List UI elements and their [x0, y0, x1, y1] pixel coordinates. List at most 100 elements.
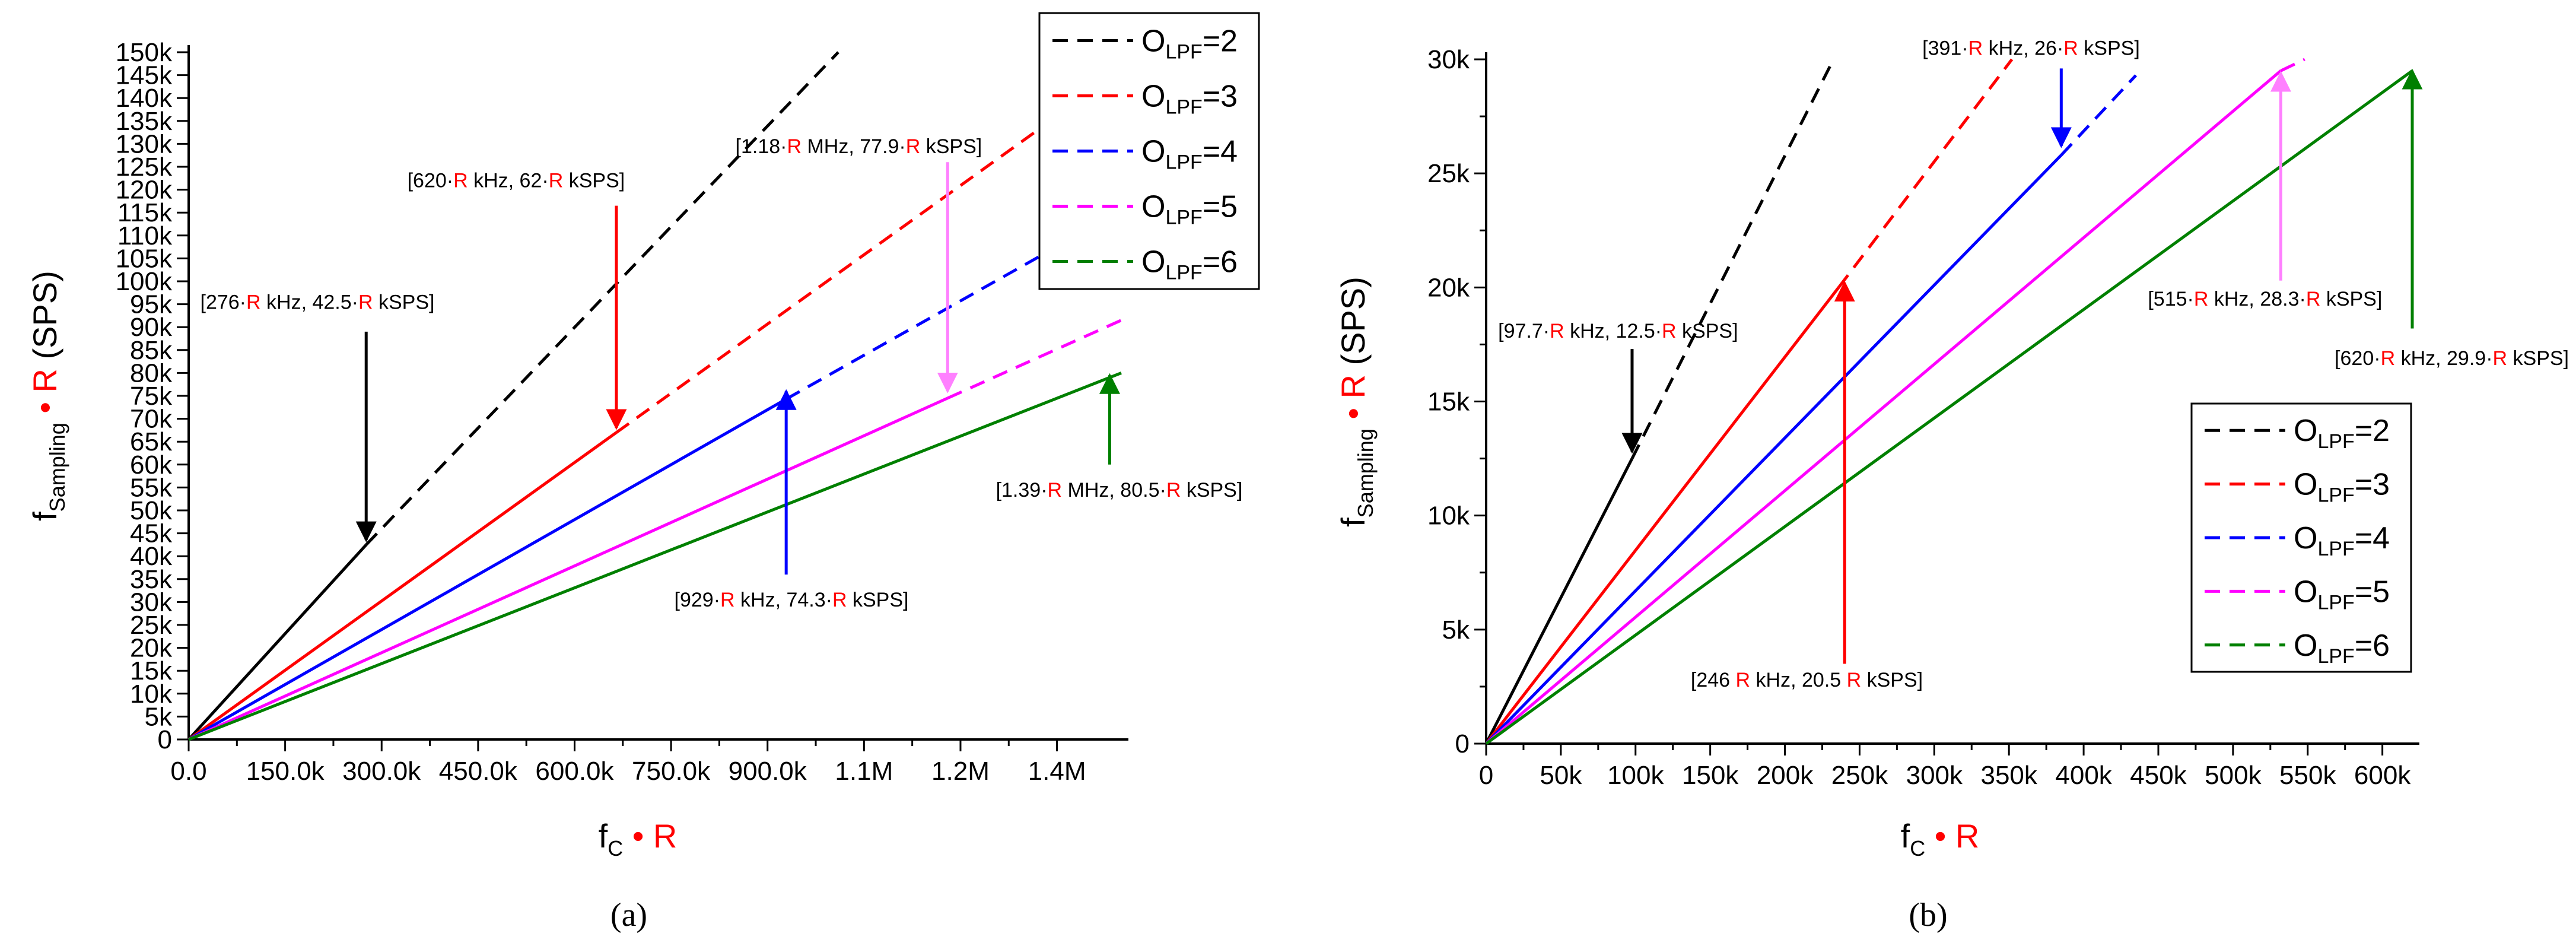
legend-box [1038, 12, 1260, 290]
y-tick-label: 105k [116, 244, 173, 273]
series-3-solid-line [1485, 286, 1840, 745]
legend-label: OLPF=4 [2294, 521, 2390, 560]
y-tick-label: 10k [1427, 501, 1470, 531]
annotation-label: [620·R kHz, 29.9·R kSPS] [2335, 347, 2569, 370]
y-axis-label-unit: (SPS) [1334, 277, 1372, 374]
x-tick-label: 50k [1540, 761, 1582, 790]
legend-box [2190, 402, 2412, 673]
annotation-r-symbol: R [358, 291, 373, 313]
y-tick-label: 10k [130, 680, 173, 709]
annotation-text: kSPS] [1677, 320, 1738, 342]
y-tick-label: 20k [130, 634, 173, 663]
legend-label-main: O [1141, 135, 1165, 169]
y-tick-label: 0 [1455, 729, 1470, 758]
legend-label: OLPF=2 [2294, 414, 2390, 453]
legend-label-sub: LPF [1165, 41, 1202, 64]
legend-label-tail: =2 [1203, 24, 1238, 59]
legend-label-sub: LPF [2317, 591, 2354, 614]
x-axis-label-dot: • [623, 817, 653, 855]
annotation-text: MHz, 77.9· [802, 135, 906, 158]
y-tick-label: 85k [130, 336, 173, 365]
legend-label: OLPF=5 [2294, 574, 2390, 614]
annotation-text: [620· [2335, 347, 2381, 370]
legend-label-tail: =6 [1203, 245, 1238, 280]
legend-label-main: O [1141, 24, 1165, 59]
legend-label: OLPF=4 [1141, 135, 1238, 174]
annotation-label: [246 R kHz, 20.5 R kSPS] [1691, 669, 1923, 691]
annotation-text: [929· [675, 589, 721, 611]
annotation-text: MHz, 80.5· [1062, 479, 1166, 501]
annotation-text: kHz, 20.5 [1750, 669, 1847, 691]
y-tick-label: 100k [116, 267, 173, 296]
x-tick-label: 900.0k [729, 757, 807, 786]
annotation-text: [620· [408, 170, 454, 192]
annotation-text: kHz, 74.3· [735, 589, 832, 611]
y-tick-label: 20k [1427, 273, 1470, 302]
series-2-solid-line [1484, 458, 1634, 745]
annotation-text: [1.18· [736, 135, 787, 158]
y-tick-label: 115k [117, 198, 173, 227]
y-tick-label: 75k [130, 382, 173, 411]
series-4-solid-line [187, 398, 787, 741]
x-tick-label: 300.0k [342, 757, 421, 786]
y-tick-label: 45k [130, 519, 173, 548]
y-tick-label: 90k [130, 313, 173, 342]
legend-label-main: O [2294, 521, 2317, 555]
x-tick-label: 550k [2279, 761, 2336, 790]
annotation-r-symbol: R [832, 589, 847, 611]
annotation-r-symbol: R [1847, 669, 1862, 691]
annotation-r-symbol: R [1736, 669, 1751, 691]
annotation-text: kSPS] [1181, 479, 1242, 501]
series-5-dashed-line [947, 319, 1122, 400]
annotation-r-symbol: R [2381, 347, 2396, 370]
annotation-r-symbol: R [720, 589, 735, 611]
series-5-solid-line [1485, 69, 2282, 745]
x-axis-label-main: f [1901, 817, 1910, 855]
x-tick-label: 0 [1479, 761, 1493, 790]
x-tick-label: 1.2M [931, 757, 990, 786]
legend-label: OLPF=6 [2294, 628, 2390, 668]
caption-b: (b) [1909, 897, 1947, 934]
legend-label: OLPF=3 [1141, 80, 1238, 119]
x-tick-label: 250k [1831, 761, 1888, 790]
legend-label: OLPF=2 [1141, 24, 1238, 64]
annotation-r-symbol: R [246, 291, 261, 313]
series-4-dashed-line [2060, 74, 2138, 157]
x-axis-label: fC • R [599, 817, 678, 861]
annotation-text: kSPS] [2078, 37, 2140, 59]
annotation-text: [391· [1922, 37, 1968, 59]
legend-label-tail: =5 [1203, 190, 1238, 224]
y-tick-label: 130k [116, 129, 173, 158]
annotation-r-symbol: R [1048, 479, 1063, 501]
x-tick-label: 500k [2205, 761, 2262, 790]
y-tick-label: 150k [116, 38, 173, 67]
annotation-r-symbol: R [2306, 288, 2321, 310]
annotation-r-symbol: R [453, 170, 468, 192]
annotation-r-symbol: R [2194, 288, 2209, 310]
y-tick-label: 30k [130, 588, 173, 617]
legend-label-main: O [2294, 628, 2317, 663]
x-tick-label: 0.0 [170, 757, 206, 786]
y-axis-label: fSampling • R (SPS) [26, 271, 69, 521]
y-axis-label-r: R [26, 369, 63, 392]
legend-label-sub: LPF [1165, 262, 1202, 284]
legend-label-sub: LPF [1165, 151, 1202, 174]
legend-label-main: O [2294, 574, 2317, 609]
chart-b: 0 5k 10k 15k 20k 25k 30k 0 50k 100k 150k 200k 250k 30… [1334, 37, 2569, 861]
annotation-label: [929·R kHz, 74.3·R kSPS] [675, 589, 909, 611]
y-tick-label: 25k [130, 611, 173, 640]
annotation-r-symbol: R [2063, 37, 2078, 59]
series-2-solid-line [187, 544, 368, 741]
series-5-solid-line [187, 396, 949, 741]
y-axis-label-unit: (SPS) [26, 271, 63, 369]
legend-label-tail: =2 [2355, 414, 2390, 448]
x-tick-label: 600.0k [535, 757, 614, 786]
annotation-r-symbol: R [906, 135, 921, 158]
annotation-label: [1.39·R MHz, 80.5·R kSPS] [996, 479, 1243, 501]
x-axis-label-r: R [653, 817, 677, 855]
x-tick-label: 600k [2354, 761, 2411, 790]
annotation-r-symbol: R [787, 135, 802, 158]
x-tick-label: 1.4M [1028, 757, 1086, 786]
